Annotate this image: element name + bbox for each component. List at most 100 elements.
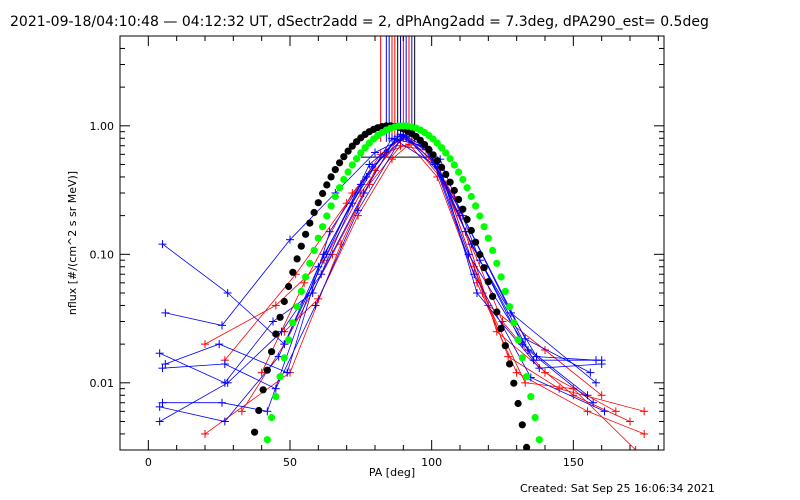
series-line-blue: [162, 134, 591, 390]
data-point-blue: [592, 356, 600, 365]
data-point-blue: [470, 270, 479, 279]
model-point-green: [276, 373, 284, 381]
model-point-black: [306, 219, 314, 227]
model-point-green: [314, 234, 322, 242]
model-point-black: [319, 189, 327, 198]
model-point-green: [323, 212, 331, 220]
data-point-red: [201, 429, 209, 438]
data-point-blue: [535, 364, 544, 373]
series-line-blue: [159, 133, 594, 422]
model-point-green: [497, 273, 505, 281]
model-point-green: [297, 287, 305, 295]
model-point-black: [459, 205, 467, 213]
model-point-green: [319, 223, 327, 231]
data-point-blue: [311, 301, 320, 310]
model-point-green: [438, 144, 446, 152]
data-point-blue: [158, 364, 167, 373]
data-point-blue: [158, 240, 167, 249]
data-point-blue: [308, 288, 317, 297]
model-point-black: [314, 199, 322, 207]
x-tick-label: 150: [563, 456, 584, 469]
data-point-red: [521, 378, 530, 387]
data-point-blue: [263, 407, 272, 416]
data-point-blue: [220, 417, 229, 426]
model-point-black: [263, 366, 271, 374]
model-point-green: [348, 161, 356, 169]
model-point-black: [251, 428, 259, 436]
y-tick-label: 0.10: [90, 248, 115, 261]
model-point-green: [344, 168, 352, 176]
model-point-black: [489, 292, 497, 300]
data-point-blue: [325, 227, 334, 236]
model-point-black: [493, 308, 501, 316]
model-point-green: [268, 414, 276, 422]
data-point-red: [597, 391, 606, 400]
model-point-black: [472, 238, 480, 246]
model-point-green: [467, 192, 475, 201]
data-point-red: [388, 155, 396, 164]
model-point-green: [480, 223, 488, 231]
model-point-green: [523, 373, 531, 381]
model-point-black: [259, 386, 267, 394]
data-point-blue: [223, 288, 232, 297]
created-timestamp: Created: Sat Sep 25 16:06:34 2021: [520, 482, 715, 495]
model-point-black: [476, 251, 484, 259]
series-line-blue: [165, 136, 602, 369]
data-point-blue: [218, 398, 226, 407]
model-point-black: [523, 443, 531, 450]
series-line-red: [241, 145, 631, 422]
data-point-blue: [592, 378, 600, 387]
data-point-red: [271, 301, 280, 310]
data-point-blue: [473, 288, 481, 297]
model-point-black: [310, 208, 318, 217]
model-point-black: [425, 145, 433, 153]
data-point-blue: [458, 211, 467, 220]
y-axis-label: nflux [#/(cm^2 s sr MeV)]: [66, 171, 79, 315]
model-point-green: [331, 192, 339, 201]
data-point-blue: [524, 346, 532, 355]
data-point-red: [201, 340, 209, 349]
model-point-green: [450, 161, 458, 169]
model-point-green: [357, 149, 365, 157]
model-point-black: [514, 399, 522, 408]
axis-layer: 0 50 100 150 0.01 0.10 1.00: [90, 35, 664, 469]
data-point-blue: [600, 407, 609, 416]
data-point-blue: [359, 189, 368, 198]
model-point-green: [510, 319, 518, 327]
model-point-green: [310, 246, 318, 254]
model-point-green: [289, 319, 297, 327]
model-point-green: [442, 149, 450, 157]
data-point-blue: [464, 250, 473, 259]
data-point-blue: [161, 308, 170, 317]
model-point-black: [442, 170, 450, 178]
data-point-red: [555, 384, 564, 393]
model-point-black: [450, 186, 458, 195]
model-point-green: [446, 155, 454, 163]
model-point-green: [340, 175, 348, 184]
model-point-green: [476, 212, 484, 220]
model-point-black: [484, 278, 492, 286]
data-point-blue: [218, 321, 226, 330]
data-point-red: [512, 368, 521, 377]
model-point-black: [280, 297, 288, 306]
data-point-blue: [597, 360, 606, 369]
data-point-red: [237, 407, 246, 416]
data-point-blue: [532, 352, 541, 361]
model-point-black: [455, 195, 463, 204]
data-point-blue: [155, 402, 164, 411]
model-point-black: [323, 181, 331, 189]
series-layer: [155, 36, 649, 450]
model-point-black: [331, 166, 339, 174]
series-line-red: [261, 143, 645, 435]
model-point-green: [463, 184, 471, 192]
series-line-blue: [165, 133, 597, 374]
data-point-blue: [223, 378, 232, 387]
data-point-blue: [220, 360, 229, 369]
model-point-black: [510, 379, 518, 387]
plot-frame: [119, 35, 665, 451]
model-point-black: [285, 282, 293, 291]
data-point-blue: [155, 349, 164, 358]
data-point-blue: [362, 172, 371, 181]
model-point-black: [348, 142, 356, 150]
model-point-black: [297, 242, 305, 250]
